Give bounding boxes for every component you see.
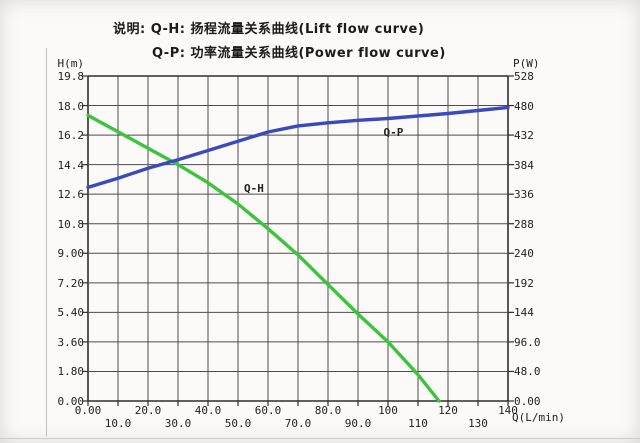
y-right-tick-label: 432: [514, 129, 534, 143]
legend-line-1: 说明: Q-H: 扬程流量关系曲线(Lift flow curve): [113, 22, 425, 37]
y-right-tick-label: 96.0: [514, 335, 541, 349]
scan-edge-line: [46, 48, 47, 436]
right-axis-title: P(W): [513, 57, 540, 70]
y-right-tick-label: 0.00: [514, 395, 541, 408]
x-tick-label: 80.0: [314, 404, 342, 417]
x-tick-label: 100: [378, 404, 398, 417]
x-tick-label: 70.0: [284, 417, 312, 430]
x-tick-label: 0.00: [74, 404, 102, 417]
x-tick-label: 50.0: [224, 417, 252, 430]
x-tick-label: 90.0: [344, 417, 372, 430]
y-right-tick-label: 528: [514, 70, 534, 83]
y-left-tick-label: 5.40: [57, 306, 85, 320]
y-right-tick-label: 192: [514, 276, 534, 290]
curve-label-q-h: Q-H: [244, 181, 264, 195]
y-right-tick-label: 240: [514, 247, 534, 261]
legend-line-2: Q-P: 功率流量关系曲线(Power flow curve): [152, 46, 446, 61]
y-right-tick-label: 288: [514, 217, 534, 231]
left-axis-title: H(m): [57, 57, 85, 70]
x-tick-label: 20.0: [134, 404, 162, 417]
scan-bottom-line: [0, 438, 640, 439]
x-tick-label: 30.0: [164, 417, 192, 430]
y-left-tick-label: 3.60: [57, 335, 85, 349]
y-left-tick-label: 12.6: [57, 188, 85, 202]
chart-canvas: [82, 75, 514, 406]
x-axis-title: Q(L/min): [512, 411, 565, 424]
x-tick-label: 130: [468, 417, 488, 430]
y-left-tick-label: 14.4: [57, 158, 85, 172]
y-right-tick-label: 144: [514, 306, 534, 320]
x-tick-label: 10.0: [104, 417, 132, 430]
y-left-tick-label: 10.8: [57, 217, 85, 231]
y-left-tick-label: 9.00: [57, 247, 85, 261]
x-tick-label: 120: [438, 404, 458, 417]
x-tick-label: 40.0: [194, 404, 222, 417]
y-right-tick-label: 384: [514, 158, 534, 172]
x-tick-label: 140: [498, 404, 518, 417]
x-tick-label: 110: [408, 417, 428, 430]
curve-q-p: [86, 105, 510, 190]
y-right-tick-label: 480: [514, 99, 534, 113]
y-right-tick-label: 48.0: [514, 365, 541, 379]
curve-q-h: [86, 113, 441, 403]
y-left-tick-label: 19.8: [57, 70, 85, 83]
x-tick-label: 60.0: [254, 404, 282, 417]
y-left-tick-label: 7.20: [57, 276, 85, 290]
plot-area: Q-H Q-P: [82, 75, 514, 406]
y-left-tick-label: 18.0: [57, 99, 85, 113]
y-left-tick-label: 0.00: [57, 395, 85, 408]
y-left-tick-label: 16.2: [57, 129, 85, 143]
y-left-tick-label: 1.80: [57, 365, 85, 379]
curve-label-q-p: Q-P: [383, 126, 404, 140]
y-right-tick-label: 336: [514, 188, 534, 202]
